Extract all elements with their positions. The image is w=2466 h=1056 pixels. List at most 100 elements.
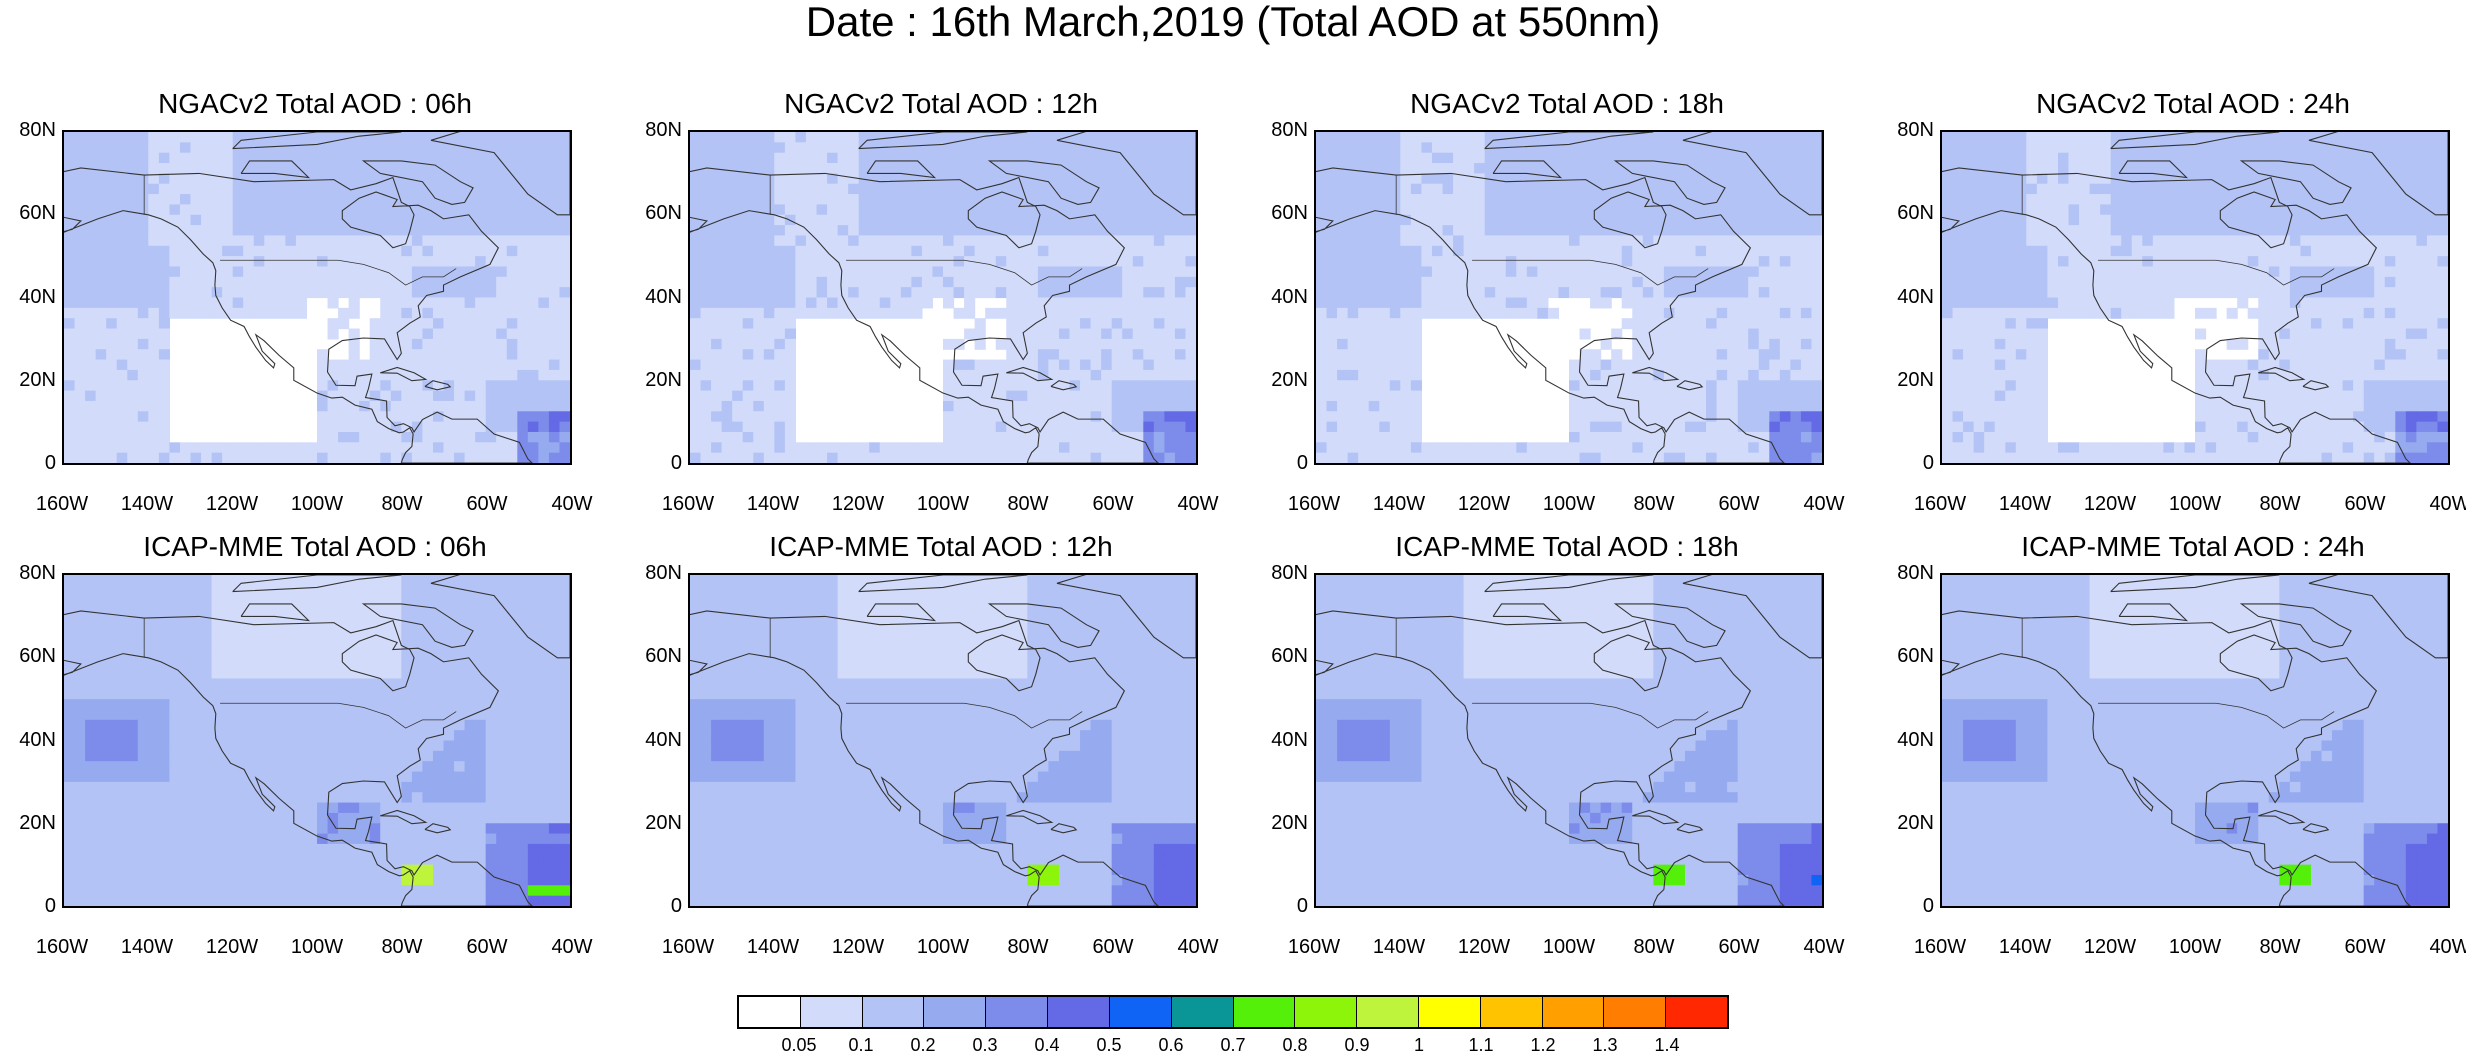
aod-cell [1526,173,1538,185]
aod-cell [2110,266,2122,278]
aod-cell [317,349,329,361]
aod-cell [1337,266,1349,278]
aod-cell [2005,194,2017,205]
aod-field [64,132,570,463]
aod-cell [1185,256,1196,268]
aod-cell [2079,225,2091,237]
aod-cell [848,214,860,226]
aod-cell [359,194,371,205]
aod-cell [538,338,550,350]
aod-cell [837,163,849,174]
aod-cell [742,256,754,268]
aod-cell [2163,214,2175,226]
aod-cell [1684,307,1697,319]
aod-cell [1326,287,1338,299]
aod-cell [1174,431,1187,443]
aod-cell [890,256,902,268]
aod-cell [1037,442,1050,454]
aod-cell [148,338,160,350]
aod-cell [1973,214,1985,226]
aod-cell [837,245,849,257]
aod-cell [774,421,786,433]
aod-cell [1758,256,1770,268]
aod-cell [2268,204,2280,216]
aod-cell [869,245,881,257]
aod-cell [1111,266,1123,278]
aod-cell [900,307,912,319]
aod-cell [1410,132,1423,143]
aod-cell [2437,173,2448,185]
aod-cell [422,276,434,288]
aod-cell [932,204,944,216]
aod-cell [496,152,508,164]
aod-cell [517,297,529,309]
aod-cell [169,132,181,143]
aod-cell [338,266,350,278]
aod-cell [1600,245,1612,257]
aod-cell [932,194,944,205]
aod-cell [1590,142,1602,154]
aod-cell [2268,163,2280,174]
aod-cell [506,380,518,392]
aod-cell [327,214,339,226]
aod-cell [190,194,202,205]
aod-cell [732,349,744,361]
aod-cell [85,452,97,463]
aod-cell [2258,307,2270,319]
aod-cell [1463,256,1475,268]
aod-cell [359,431,371,443]
aod-cell [774,297,786,309]
aod-cell [1590,369,1602,381]
aod-cell [1579,411,1591,423]
aod-cell [158,328,171,340]
aod-cell [1185,338,1196,350]
aod-cell [369,328,381,340]
aod-cell [911,235,923,247]
aod-cell [1358,132,1370,143]
aod-cell [1569,235,1581,247]
aod-cell [432,338,445,350]
aod-cell [264,183,276,195]
aod-cell [2342,235,2354,247]
aod-cell [369,390,381,402]
aod-cell [827,142,839,154]
aod-cell [1569,163,1581,174]
aod-cell [1642,380,1654,392]
aod-cell [1800,204,1813,216]
aod-cell [169,276,181,288]
aod-cell [1653,163,1665,174]
aod-cell [911,173,923,185]
aod-cell [2405,307,2417,319]
aod-cell [2258,204,2270,216]
aod-cell [338,307,350,319]
aod-cell [390,245,402,257]
aod-cell [974,359,986,371]
aod-cell [1164,400,1176,412]
aod-cell [243,173,255,185]
aod-cell [306,214,318,226]
aod-cell [1558,245,1570,257]
aod-cell [2089,132,2101,143]
aod-cell [2152,142,2164,154]
aod-cell [1653,256,1665,268]
aod-cell [1347,431,1359,443]
aod-cell [1611,452,1623,463]
aod-cell [1326,183,1338,195]
aod-cell [454,297,466,309]
aod-cell [1400,204,1412,216]
aod-cell [454,276,466,288]
aod-cell [1347,452,1359,463]
aod-cell [1389,204,1401,216]
aod-cell [338,400,350,412]
aod-cell [1811,173,1822,185]
aod-cell [1800,152,1813,164]
aod-cell [401,163,413,174]
aod-cell [2110,183,2122,195]
aod-cell [1994,266,2006,278]
aod-cell [1653,142,1665,154]
aod-cell [985,235,997,247]
aod-cell [2300,307,2312,319]
aod-cell [201,214,213,226]
aod-cell [64,328,76,340]
aod-cell [222,132,234,143]
